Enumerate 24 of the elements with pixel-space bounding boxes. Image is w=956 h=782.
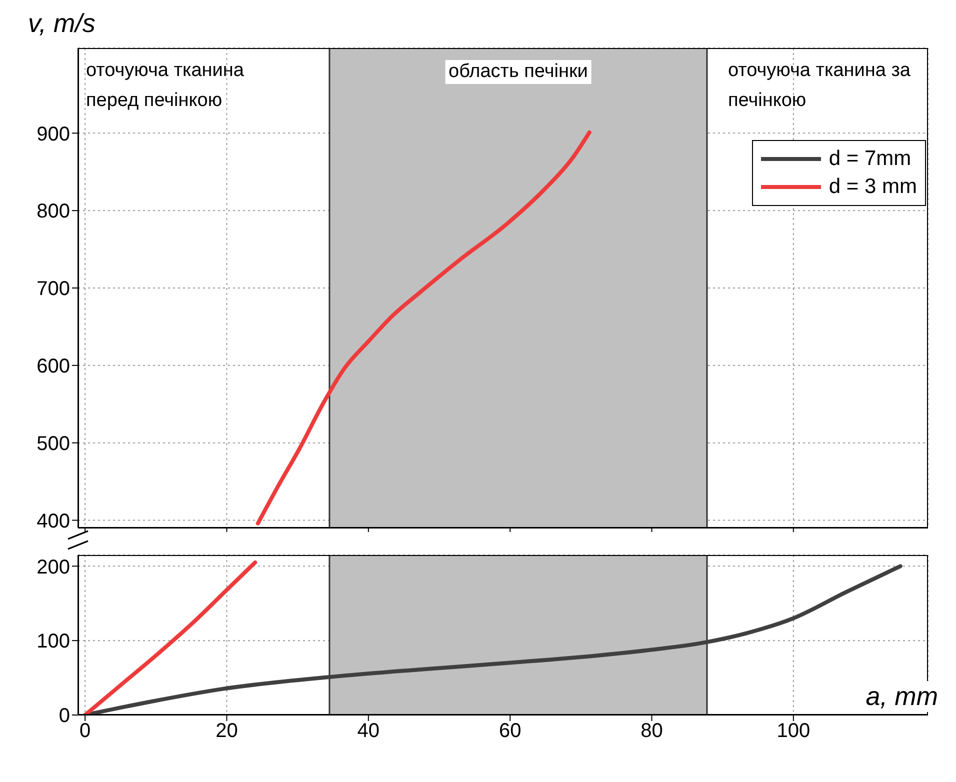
y-tick-label: 0 xyxy=(58,705,70,728)
x-tick-label: 80 xyxy=(640,720,663,742)
x-axis-title: a, mm xyxy=(866,681,938,712)
band-label: область печінки xyxy=(446,60,591,84)
line-series xyxy=(256,130,592,526)
y-tick-label: 500 xyxy=(36,432,70,455)
y-tick-label: 700 xyxy=(36,278,70,300)
y-tick-label: 900 xyxy=(36,123,70,146)
x-tick-label: 100 xyxy=(776,720,810,742)
y-tick-label: 200 xyxy=(36,556,70,578)
line-series xyxy=(83,560,258,715)
y-tick-label: 800 xyxy=(36,200,70,223)
legend-label: d = 3 mm xyxy=(828,174,917,200)
y-tick-label: 400 xyxy=(36,510,70,532)
y-tick-label: 100 xyxy=(36,630,70,653)
annotation: оточуюча тканина за печінкою xyxy=(728,59,912,113)
legend-label: d = 7mm xyxy=(828,146,912,172)
y-axis-title: v, m/s xyxy=(28,8,96,39)
annotation: оточуюча тканина перед печінкою xyxy=(86,59,245,113)
x-tick-label: 40 xyxy=(357,720,380,742)
x-tick-label: 0 xyxy=(80,720,91,742)
x-tick-label: 60 xyxy=(498,720,522,742)
x-tick-label: 20 xyxy=(216,720,238,742)
y-tick-label: 600 xyxy=(36,356,70,378)
